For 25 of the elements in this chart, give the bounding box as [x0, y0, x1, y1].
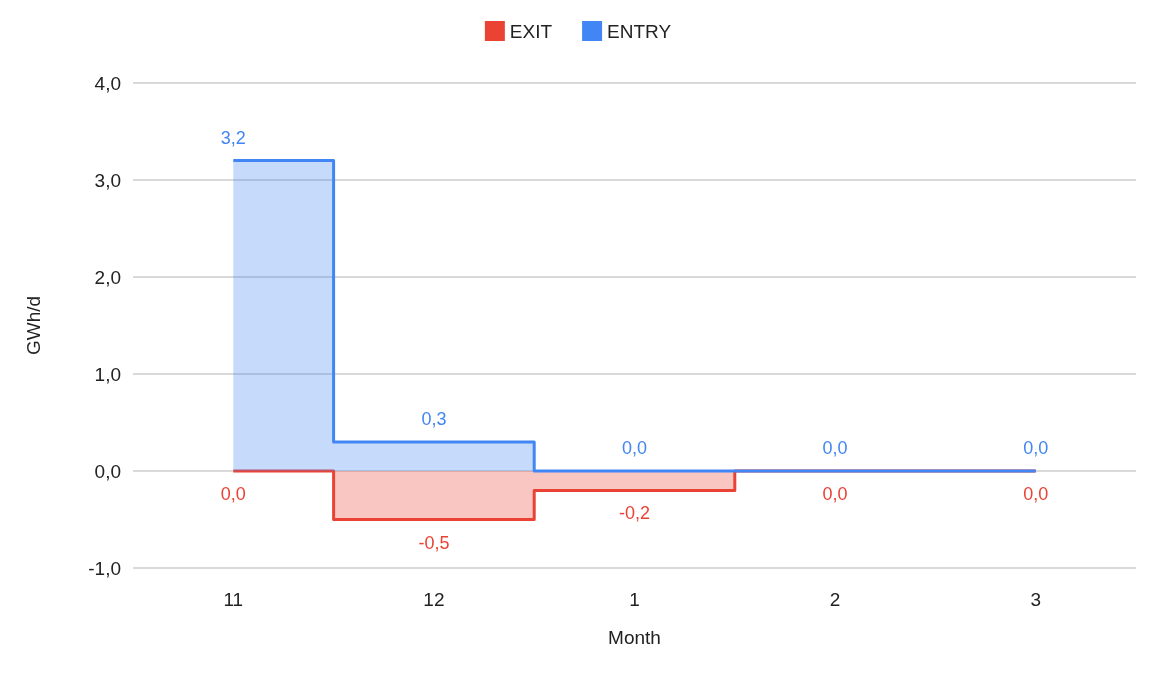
legend-label: EXIT — [509, 20, 553, 42]
data-label: 0,0 — [220, 484, 246, 504]
data-label: 3,2 — [220, 127, 246, 148]
y-tick-label: 1,0 — [94, 363, 121, 385]
data-label: -0,2 — [618, 503, 651, 524]
y-tick-label: 2,0 — [94, 266, 121, 288]
x-tick-label: 12 — [423, 589, 445, 610]
data-label: 0,0 — [621, 438, 648, 458]
y-tick-label: 0,0 — [94, 460, 121, 482]
data-label: 0,3 — [421, 408, 447, 429]
data-label: 0,0 — [822, 438, 848, 458]
y-tick-label: 4,0 — [94, 72, 121, 94]
data-label: 0,0 — [822, 484, 848, 504]
data-label: 0,0 — [1023, 484, 1049, 504]
x-tick-label: 1 — [629, 589, 640, 610]
x-tick-label: 3 — [1030, 589, 1041, 610]
data-label: -0,5 — [418, 532, 450, 553]
legend-label: ENTRY — [607, 20, 672, 42]
y-tick-label: -1,0 — [88, 557, 121, 579]
x-tick-label: 11 — [223, 589, 244, 610]
y-tick-label: 3,0 — [94, 169, 121, 191]
x-tick-label: 2 — [829, 589, 841, 610]
y-axis-title: GWh/d — [23, 295, 44, 356]
x-axis-title: Month — [608, 627, 661, 648]
data-label: 0,0 — [1023, 438, 1049, 458]
